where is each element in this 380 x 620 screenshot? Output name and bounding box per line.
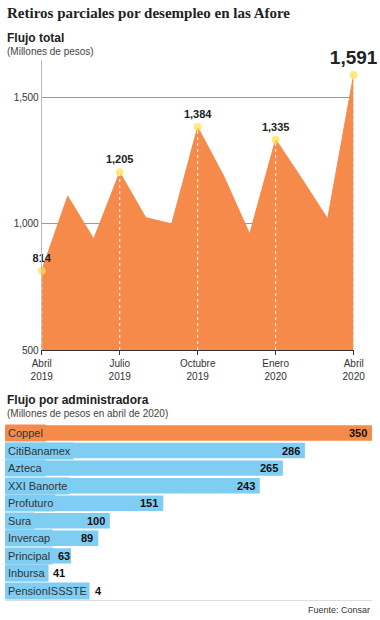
svg-text:1,000: 1,000	[14, 218, 39, 229]
svg-text:Coppel: Coppel	[8, 427, 43, 439]
svg-text:Retiros parciales por desemple: Retiros parciales por desempleo en las A…	[7, 5, 290, 21]
svg-text:151: 151	[140, 497, 158, 509]
svg-text:Inbursa: Inbursa	[8, 567, 46, 579]
svg-text:Enero2020: Enero2020	[262, 358, 289, 382]
svg-text:Flujo total: Flujo total	[7, 31, 64, 45]
svg-text:63: 63	[58, 550, 70, 562]
svg-text:Sura: Sura	[8, 515, 32, 527]
svg-text:Fuente: Consar: Fuente: Consar	[308, 605, 370, 615]
svg-text:89: 89	[81, 532, 93, 544]
svg-text:Azteca: Azteca	[8, 462, 43, 474]
svg-text:Abril2019: Abril2019	[31, 358, 54, 382]
svg-text:PensionISSSTE: PensionISSSTE	[8, 585, 87, 597]
svg-text:(Millones de pesos): (Millones de pesos)	[7, 46, 94, 57]
svg-text:286: 286	[282, 445, 300, 457]
svg-text:350: 350	[349, 427, 367, 439]
svg-text:265: 265	[260, 462, 278, 474]
svg-text:Flujo por administradora: Flujo por administradora	[7, 393, 149, 407]
svg-text:1,384: 1,384	[184, 108, 212, 120]
svg-text:1,205: 1,205	[106, 153, 134, 165]
svg-text:Profuturo: Profuturo	[8, 497, 53, 509]
svg-text:500: 500	[22, 345, 39, 356]
svg-text:Invercap: Invercap	[8, 532, 50, 544]
svg-text:Abril2020: Abril2020	[343, 358, 366, 382]
svg-text:Principal: Principal	[8, 550, 50, 562]
svg-text:100: 100	[87, 515, 105, 527]
svg-text:243: 243	[237, 480, 255, 492]
svg-text:41: 41	[53, 567, 65, 579]
svg-text:(Millones de pesos en abril de: (Millones de pesos en abril de 2020)	[7, 408, 168, 419]
svg-text:Julio2019: Julio2019	[109, 358, 132, 382]
svg-text:1,591: 1,591	[330, 47, 378, 68]
svg-text:CitiBanamex: CitiBanamex	[8, 445, 71, 457]
svg-text:Octubre2019: Octubre2019	[180, 358, 216, 382]
svg-text:4: 4	[95, 585, 102, 597]
svg-text:1,500: 1,500	[14, 92, 39, 103]
svg-text:814: 814	[33, 252, 52, 264]
svg-text:XXI Banorte: XXI Banorte	[8, 480, 67, 492]
svg-text:1,335: 1,335	[262, 121, 290, 133]
